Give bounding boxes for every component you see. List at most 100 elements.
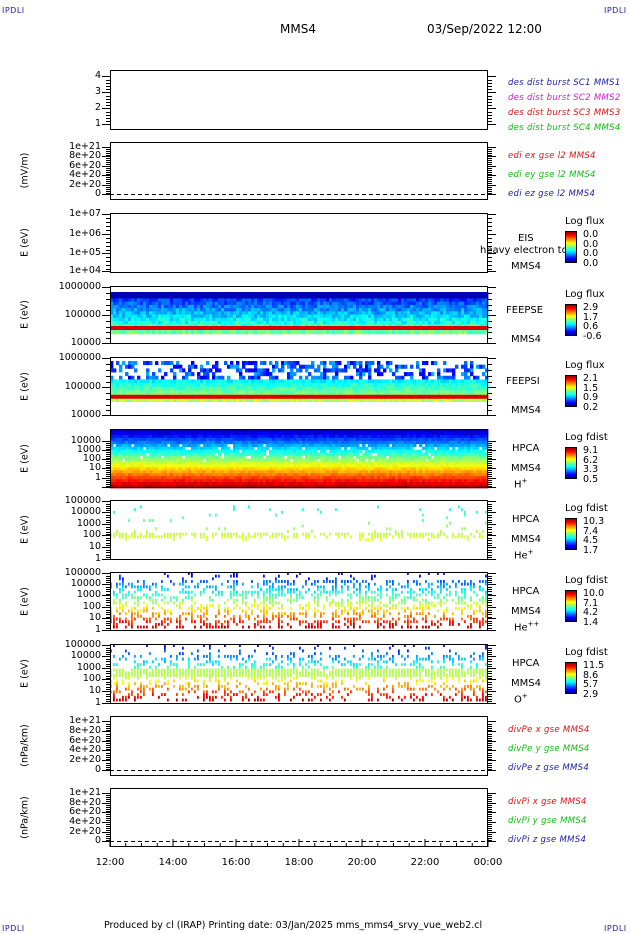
colorbar bbox=[565, 304, 577, 336]
colorbar-value: 0.0 bbox=[583, 257, 599, 269]
colorbar bbox=[565, 231, 577, 263]
colorbar-value: 7.1 bbox=[583, 597, 599, 609]
legend-entry: divPi y gse MMS4 bbox=[508, 816, 587, 826]
x-tick-label: 12:00 bbox=[95, 857, 125, 868]
instrument-label: MMS4 bbox=[511, 534, 541, 545]
legend-entry: des dist burst SC3 MMS3 bbox=[508, 108, 621, 118]
y-tick-label: 1e+07 bbox=[69, 208, 101, 220]
y-tick-label: 10000 bbox=[70, 409, 101, 420]
colorbar-value: 2.9 bbox=[583, 688, 599, 700]
colorbar-value: 9.1 bbox=[583, 445, 599, 456]
corner-label-top-left: IPDLI bbox=[2, 6, 25, 15]
panel-feeps-i-spectrogram bbox=[110, 361, 489, 402]
corner-label-bottom-right: IPDLI bbox=[604, 924, 627, 933]
y-tick-label: 2e+20 bbox=[69, 825, 101, 837]
corner-label-top-right: IPDLI bbox=[604, 6, 627, 15]
y-tick-label: 1e+04 bbox=[69, 265, 101, 277]
colorbar bbox=[565, 518, 577, 550]
panel-divpi-plot bbox=[102, 788, 496, 847]
y-tick-label: 10000 bbox=[70, 434, 101, 446]
y-tick-label: 1e+21 bbox=[69, 714, 101, 726]
panel-divpe-plot bbox=[102, 716, 496, 776]
colorbar-value: 3.3 bbox=[583, 464, 599, 475]
x-tick-label: 22:00 bbox=[410, 857, 440, 868]
colorbar-value: 1.7 bbox=[583, 311, 599, 323]
panel-hpca-he-spectrogram bbox=[110, 505, 487, 542]
y-tick-label: 1 bbox=[94, 697, 101, 708]
x-tick-label: 14:00 bbox=[158, 857, 188, 868]
y-tick-label: 4e+20 bbox=[69, 815, 101, 827]
y-axis-title: E (eV) bbox=[19, 586, 31, 616]
species-label: O+ bbox=[514, 692, 528, 706]
instrument-label: HPCA bbox=[512, 443, 540, 454]
colorbar-value: 1.4 bbox=[583, 616, 599, 628]
y-tick-label: 3 bbox=[94, 85, 101, 97]
y-tick-label: 0 bbox=[94, 764, 101, 776]
y-tick-label: 1000000 bbox=[58, 351, 101, 363]
y-tick-label: 0 bbox=[94, 188, 101, 200]
instrument-label: MMS4 bbox=[511, 678, 541, 689]
colorbar-value: -0.6 bbox=[583, 330, 602, 342]
legend-entry: edi ey gse l2 MMS4 bbox=[508, 170, 596, 180]
instrument-label: MMS4 bbox=[511, 261, 541, 272]
y-tick-label: 1000 bbox=[76, 661, 101, 673]
instrument-label: HPCA bbox=[512, 514, 540, 525]
panel-hpca-hepp-frame bbox=[110, 572, 488, 631]
colorbar bbox=[565, 375, 577, 407]
species-label: He++ bbox=[514, 620, 540, 634]
colorbar-value: 0.0 bbox=[583, 238, 599, 250]
instrument-label: MMS4 bbox=[511, 405, 541, 416]
x-tick-label: 16:00 bbox=[221, 857, 251, 868]
y-tick-label: 10000 bbox=[70, 337, 101, 348]
colorbar-value: 0.6 bbox=[583, 321, 599, 332]
legend-entry: des dist burst SC2 MMS2 bbox=[508, 93, 621, 103]
legend-entry: edi ex gse l2 MMS4 bbox=[508, 151, 596, 161]
colorbar-title: Log fdist bbox=[565, 647, 608, 658]
y-tick-label: 100 bbox=[82, 673, 101, 685]
instrument-label: MMS4 bbox=[511, 606, 541, 617]
colorbar-value: 1.5 bbox=[583, 382, 599, 394]
y-tick-label: 1e+06 bbox=[69, 227, 101, 239]
colorbar-value: 8.6 bbox=[583, 669, 599, 681]
y-tick-label: 1e+05 bbox=[69, 246, 101, 258]
panel-eis-plot bbox=[102, 213, 496, 273]
panel-edi-e-plot bbox=[102, 142, 496, 200]
colorbar-value: 5.7 bbox=[583, 679, 599, 690]
instrument-label: HPCA bbox=[512, 658, 540, 669]
colorbar-value: 2.1 bbox=[583, 373, 599, 384]
y-axis-title: E (eV) bbox=[19, 300, 31, 329]
y-tick-label: 10000 bbox=[70, 505, 101, 517]
panel-hpca-hepp-plot bbox=[102, 572, 496, 631]
y-tick-label: 100000 bbox=[64, 380, 101, 392]
colorbar-value: 1.7 bbox=[583, 544, 599, 556]
y-tick-label: 4 bbox=[94, 69, 101, 81]
colorbar bbox=[565, 447, 577, 479]
y-tick-label: 100000 bbox=[64, 495, 101, 507]
panel-hpca-he-frame bbox=[110, 500, 488, 560]
instrument-label: MMS4 bbox=[511, 334, 541, 345]
instrument-label: HPCA bbox=[512, 586, 540, 597]
y-tick-label: 6e+20 bbox=[69, 806, 101, 818]
colorbar-value: 4.5 bbox=[583, 535, 599, 546]
y-axis-title: E (eV) bbox=[19, 371, 31, 401]
panel-divpi-frame bbox=[110, 788, 488, 847]
panel-hpca-he-plot bbox=[102, 500, 496, 560]
y-tick-label: 100 bbox=[82, 529, 101, 541]
y-tick-label: 4e+20 bbox=[69, 744, 101, 756]
y-axis-title: E (eV) bbox=[19, 443, 31, 473]
panel-des-dist-plot bbox=[102, 70, 496, 130]
legend-entry: divPe x gse MMS4 bbox=[508, 725, 590, 735]
panel-divpe-frame bbox=[110, 716, 488, 776]
y-tick-label: 1e+21 bbox=[69, 786, 101, 798]
colorbar-value: 0.0 bbox=[583, 248, 599, 259]
y-tick-label: 4e+20 bbox=[69, 169, 101, 181]
panel-feeps-i-frame bbox=[110, 357, 488, 416]
legend-entry: divPe z gse MMS4 bbox=[508, 763, 590, 773]
y-axis-title: (nPa/km) bbox=[19, 795, 31, 839]
instrument-label: FEEPSI bbox=[506, 376, 540, 387]
colorbar-value: 10.0 bbox=[583, 588, 605, 599]
x-tick-label: 18:00 bbox=[284, 857, 314, 868]
colorbar-title: Log flux bbox=[565, 289, 605, 300]
y-tick-label: 2e+20 bbox=[69, 178, 101, 190]
panel-des-dist-frame bbox=[110, 70, 488, 130]
